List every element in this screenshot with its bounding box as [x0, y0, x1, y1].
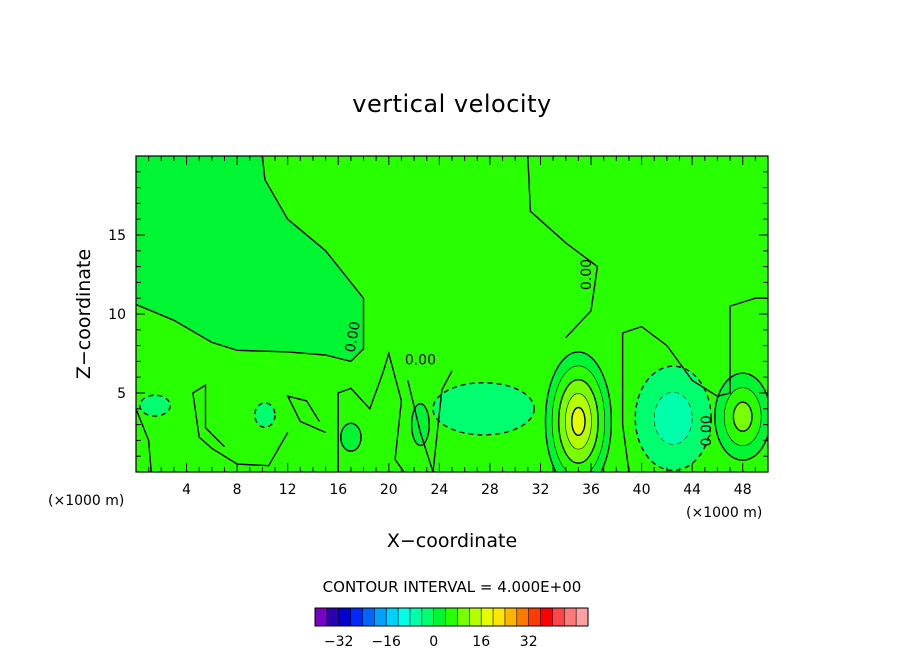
colorbar-swatch [457, 608, 470, 626]
zero-contour-line [136, 156, 365, 363]
y-tick-label: 15 [108, 228, 126, 244]
x-unit-left: (×1000 m) [48, 493, 124, 509]
x-tick-label: 8 [233, 482, 242, 498]
plot-area [136, 156, 768, 472]
zero-contour-line [136, 408, 152, 472]
updraft-contour [551, 365, 605, 472]
downdraft-level [139, 395, 171, 416]
colorbar-swatch [445, 608, 458, 626]
downdraft-contour [634, 365, 712, 472]
colorbar-swatch [386, 608, 399, 626]
colorbar-swatch [481, 608, 494, 626]
colorbar-swatch [338, 608, 351, 626]
colorbar-swatch [315, 608, 328, 626]
updraft-contour [410, 403, 430, 447]
x-tick-label: 48 [734, 482, 752, 498]
x-tick-label: 36 [582, 482, 600, 498]
colorbar-swatch [374, 608, 387, 626]
contour-label: 0.00 [405, 353, 436, 369]
colorbar-swatch [504, 608, 518, 626]
downdraft-contour [254, 402, 276, 428]
x-tick-label: 20 [380, 482, 398, 498]
updraft-level [733, 402, 752, 432]
colorbar-swatch [493, 608, 506, 626]
colorbar [314, 607, 589, 627]
colorbar-swatch [540, 608, 553, 626]
colorbar-swatch [350, 608, 363, 626]
updraft-level [340, 423, 361, 452]
colorbar-swatch [528, 608, 541, 626]
x-tick-labels: 4 8 12 16 20 24 28 32 36 40 44 48 [182, 482, 752, 498]
colorbar-tick-label: −32 [324, 634, 354, 650]
y-axis-label: Z−coordinate [73, 249, 95, 379]
zero-contour-line [621, 297, 768, 472]
updraft-level [571, 407, 586, 436]
contour-labels: 0.00 0.00 0.00 0.00 [343, 259, 715, 447]
zero-contour-line [337, 350, 405, 472]
y-tick-labels: 5 10 15 [108, 228, 126, 402]
zero-contour-line [192, 383, 289, 467]
downdraft-level [654, 392, 693, 445]
colorbar-swatch [469, 608, 482, 626]
updraft-contour [732, 401, 753, 432]
colorbar-swatch [409, 608, 423, 626]
axis-ticks [136, 156, 768, 472]
downdraft-contour [139, 394, 171, 417]
zero-contour-line [286, 395, 326, 434]
downdraft-contour [432, 381, 535, 436]
updraft-contour [723, 387, 762, 447]
contour-label: 0.00 [343, 320, 364, 353]
colorbar-swatch [516, 608, 529, 626]
colorbar-tick-label: 16 [472, 634, 490, 650]
contour-label: 0.00 [699, 415, 715, 446]
colorbar-swatch [362, 608, 375, 626]
x-tick-label: 32 [532, 482, 550, 498]
colorbar-tick-label: 32 [520, 634, 538, 650]
updraft-contour [544, 351, 612, 472]
downdraft-contour [653, 391, 693, 445]
updraft-contour [571, 406, 586, 436]
positive-region [136, 156, 364, 362]
updraft-contour [714, 372, 768, 461]
x-unit-right: (×1000 m) [686, 505, 762, 521]
downdraft-level [254, 402, 275, 428]
updraft-contour [340, 422, 362, 452]
colorbar-tick-label: 0 [429, 634, 438, 650]
colorbar-swatch [326, 608, 340, 626]
updraft-contour [558, 378, 599, 464]
zero-contour-line [527, 156, 599, 339]
colorbar-swatch [433, 608, 446, 626]
contour-interval-text: CONTOUR INTERVAL = 4.000E+00 [323, 578, 582, 596]
x-tick-label: 16 [329, 482, 347, 498]
colorbar-tick-label: −16 [371, 634, 401, 650]
y-tick-label: 5 [117, 386, 126, 402]
colorbar-swatch [398, 608, 411, 626]
downdraft-level [433, 382, 535, 435]
chart-title: vertical velocity [352, 90, 551, 118]
colorbar-swatch [421, 608, 434, 626]
x-tick-label: 24 [430, 482, 448, 498]
y-tick-label: 10 [108, 307, 126, 323]
x-tick-label: 40 [633, 482, 651, 498]
contour-label: 0.00 [579, 259, 595, 290]
colorbar-swatch [576, 608, 589, 626]
zero-contour-line [407, 370, 453, 472]
colorbar-swatch [564, 608, 577, 626]
x-tick-label: 12 [279, 482, 297, 498]
x-axis-label: X−coordinate [387, 530, 517, 552]
x-tick-label: 28 [481, 482, 499, 498]
colorbar-frame [314, 607, 589, 627]
colorbar-tick-labels: −32 −16 0 16 32 [324, 634, 538, 650]
x-tick-label: 44 [683, 482, 701, 498]
x-tick-label: 4 [182, 482, 191, 498]
colorbar-swatch [552, 608, 565, 626]
updraft-contour [565, 393, 592, 450]
